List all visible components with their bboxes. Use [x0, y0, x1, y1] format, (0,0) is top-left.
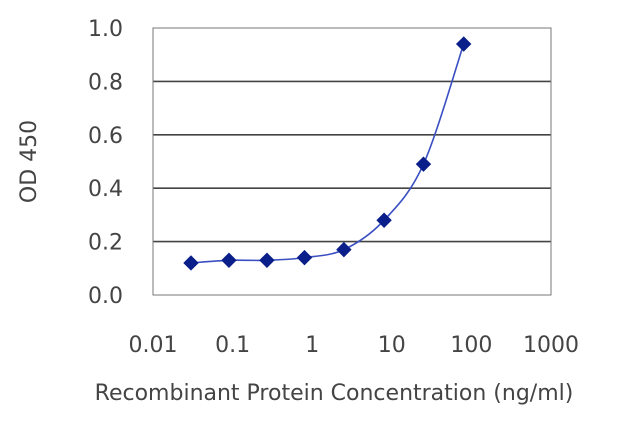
data-point-1 — [221, 252, 237, 268]
data-point-0 — [183, 255, 199, 271]
data-point-3 — [296, 249, 313, 266]
plot-background — [153, 28, 551, 295]
y-axis-title: OD 450 — [17, 120, 42, 203]
y-tick-label-1: 0.2 — [88, 231, 123, 256]
x-tick-label-1: 0.1 — [215, 333, 250, 358]
x-axis-ticks: 0.01 0.1 1 10 100 1000 — [129, 333, 579, 358]
data-point-2 — [259, 252, 275, 268]
x-tick-label-0: 0.01 — [129, 333, 178, 358]
plot-area — [152, 27, 552, 296]
x-axis-title: Recombinant Protein Concentration (ng/ml… — [95, 381, 574, 406]
data-point-6 — [415, 156, 432, 172]
data-points — [183, 36, 472, 271]
grid-lines — [153, 80, 551, 243]
y-axis-ticks: 0.0 0.2 0.4 0.6 0.8 1.0 — [88, 17, 123, 309]
y-tick-label-4: 0.8 — [88, 70, 123, 95]
y-tick-label-5: 1.0 — [88, 17, 123, 42]
plot-border — [152, 27, 552, 296]
x-tick-label-4: 100 — [450, 333, 492, 358]
x-tick-label-5: 1000 — [523, 333, 579, 358]
x-tick-label-3: 10 — [378, 333, 406, 358]
data-point-7 — [455, 36, 472, 52]
y-tick-label-3: 0.6 — [88, 124, 123, 149]
y-tick-label-2: 0.4 — [88, 177, 123, 202]
data-point-5 — [376, 212, 392, 228]
x-tick-label-2: 1 — [305, 333, 319, 358]
data-point-4 — [336, 241, 352, 258]
y-tick-label-0: 0.0 — [88, 284, 123, 309]
